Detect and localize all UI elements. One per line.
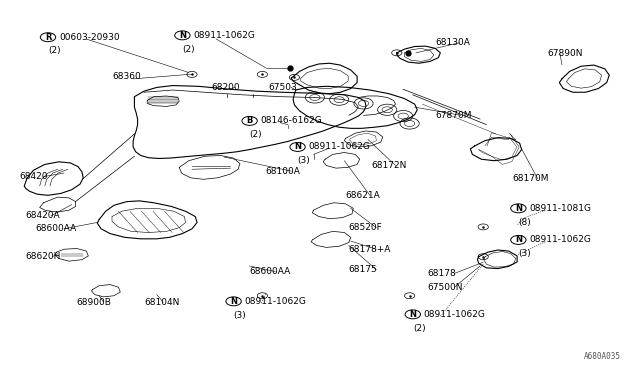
Text: 68520F: 68520F bbox=[349, 223, 383, 232]
Text: 68360: 68360 bbox=[112, 72, 141, 81]
Text: (3): (3) bbox=[518, 249, 531, 258]
Text: 68178+A: 68178+A bbox=[349, 245, 391, 254]
Text: (3): (3) bbox=[298, 156, 310, 165]
Text: (8): (8) bbox=[518, 218, 531, 227]
Text: 68900B: 68900B bbox=[77, 298, 111, 307]
Text: 68621A: 68621A bbox=[346, 191, 380, 200]
Text: 00603-20930: 00603-20930 bbox=[59, 33, 120, 42]
Text: 67890N: 67890N bbox=[547, 49, 582, 58]
Text: 68420: 68420 bbox=[19, 172, 48, 181]
Text: 68130A: 68130A bbox=[435, 38, 470, 47]
Text: (3): (3) bbox=[234, 311, 246, 320]
Text: 68178: 68178 bbox=[428, 269, 456, 278]
Text: 68170M: 68170M bbox=[512, 174, 548, 183]
Text: N: N bbox=[294, 142, 301, 151]
Text: N: N bbox=[410, 310, 416, 319]
Text: N: N bbox=[515, 235, 522, 244]
Text: 68200: 68200 bbox=[211, 83, 240, 92]
Text: 08911-1062G: 08911-1062G bbox=[244, 297, 307, 306]
Text: (2): (2) bbox=[182, 45, 195, 54]
Text: N: N bbox=[179, 31, 186, 40]
Text: 68104N: 68104N bbox=[144, 298, 179, 307]
Text: 68172N: 68172N bbox=[371, 161, 406, 170]
Text: N: N bbox=[515, 204, 522, 213]
Text: 08911-1062G: 08911-1062G bbox=[308, 142, 371, 151]
Text: N: N bbox=[230, 297, 237, 306]
Text: 08911-1062G: 08911-1062G bbox=[424, 310, 486, 319]
Text: A680A035: A680A035 bbox=[584, 352, 621, 361]
Text: 68100A: 68100A bbox=[266, 167, 300, 176]
Text: 08911-1062G: 08911-1062G bbox=[529, 235, 591, 244]
Text: 68620H: 68620H bbox=[26, 252, 61, 261]
Text: R: R bbox=[45, 33, 51, 42]
Text: 08911-1081G: 08911-1081G bbox=[529, 204, 591, 213]
Text: 68600AA: 68600AA bbox=[35, 224, 76, 233]
Text: 08911-1062G: 08911-1062G bbox=[193, 31, 255, 40]
Text: (2): (2) bbox=[413, 324, 426, 333]
Text: 67870M: 67870M bbox=[435, 111, 472, 120]
Text: 67503: 67503 bbox=[269, 83, 298, 92]
Text: (2): (2) bbox=[250, 130, 262, 139]
Text: 08146-6162G: 08146-6162G bbox=[260, 116, 322, 125]
Text: 68600AA: 68600AA bbox=[250, 267, 291, 276]
Text: (2): (2) bbox=[48, 46, 61, 55]
Text: 68420A: 68420A bbox=[26, 211, 60, 220]
Text: 68175: 68175 bbox=[349, 265, 378, 274]
Text: 67500N: 67500N bbox=[428, 283, 463, 292]
Text: B: B bbox=[246, 116, 253, 125]
